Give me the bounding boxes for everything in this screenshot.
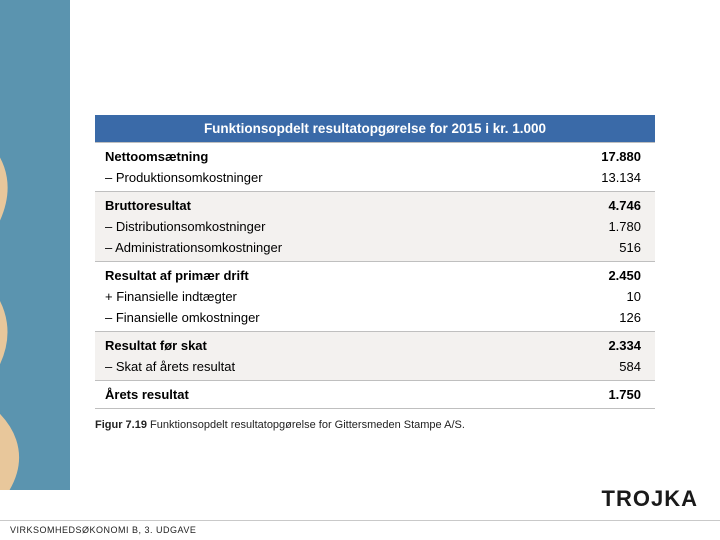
table-row: – Finansielle omkostninger126: [95, 307, 655, 332]
row-value: 4.746: [518, 192, 655, 217]
row-label: Nettoomsætning: [95, 143, 518, 168]
row-value: 1.750: [518, 381, 655, 409]
row-value: 10: [518, 286, 655, 307]
caption-prefix: Figur 7.19: [95, 419, 147, 431]
table-row: Årets resultat1.750: [95, 381, 655, 409]
decor-svg: [0, 0, 70, 490]
table-title: Funktionsopdelt resultatopgørelse for 20…: [95, 115, 655, 143]
content-area: Funktionsopdelt resultatopgørelse for 20…: [95, 115, 655, 431]
brand-logo: TROJKA: [602, 486, 698, 512]
table-row: – Administrationsomkostninger516: [95, 237, 655, 262]
figure-caption: Figur 7.19 Funktionsopdelt resultatopgør…: [95, 419, 655, 431]
row-label: – Administrationsomkostninger: [95, 237, 518, 262]
row-label: + Finansielle indtægter: [95, 286, 518, 307]
row-label: Resultat af primær drift: [95, 262, 518, 287]
table-row: Nettoomsætning17.880: [95, 143, 655, 168]
row-label: – Distributionsomkostninger: [95, 216, 518, 237]
caption-text: Funktionsopdelt resultatopgørelse for Gi…: [147, 419, 465, 431]
row-label: Resultat før skat: [95, 332, 518, 357]
table-row: – Skat af årets resultat584: [95, 356, 655, 381]
row-label: – Skat af årets resultat: [95, 356, 518, 381]
left-decoration: [0, 0, 70, 490]
table-row: Resultat af primær drift2.450: [95, 262, 655, 287]
row-value: 2.334: [518, 332, 655, 357]
table-row: – Produktionsomkostninger13.134: [95, 167, 655, 192]
footer-text: VIRKSOMHEDSØKONOMI B, 3. UDGAVE: [0, 520, 720, 540]
row-value: 584: [518, 356, 655, 381]
row-value: 2.450: [518, 262, 655, 287]
row-label: – Finansielle omkostninger: [95, 307, 518, 332]
row-label: Bruttoresultat: [95, 192, 518, 217]
row-label: Årets resultat: [95, 381, 518, 409]
table-header: Funktionsopdelt resultatopgørelse for 20…: [95, 115, 655, 143]
row-value: 13.134: [518, 167, 655, 192]
row-value: 516: [518, 237, 655, 262]
table-row: – Distributionsomkostninger1.780: [95, 216, 655, 237]
table-row: + Finansielle indtægter10: [95, 286, 655, 307]
row-value: 1.780: [518, 216, 655, 237]
page: Funktionsopdelt resultatopgørelse for 20…: [0, 0, 720, 540]
table-bottom-rule: [95, 409, 655, 410]
row-value: 126: [518, 307, 655, 332]
table-row: Resultat før skat2.334: [95, 332, 655, 357]
row-label: – Produktionsomkostninger: [95, 167, 518, 192]
income-statement-table: Funktionsopdelt resultatopgørelse for 20…: [95, 115, 655, 409]
row-value: 17.880: [518, 143, 655, 168]
table-row: Bruttoresultat4.746: [95, 192, 655, 217]
